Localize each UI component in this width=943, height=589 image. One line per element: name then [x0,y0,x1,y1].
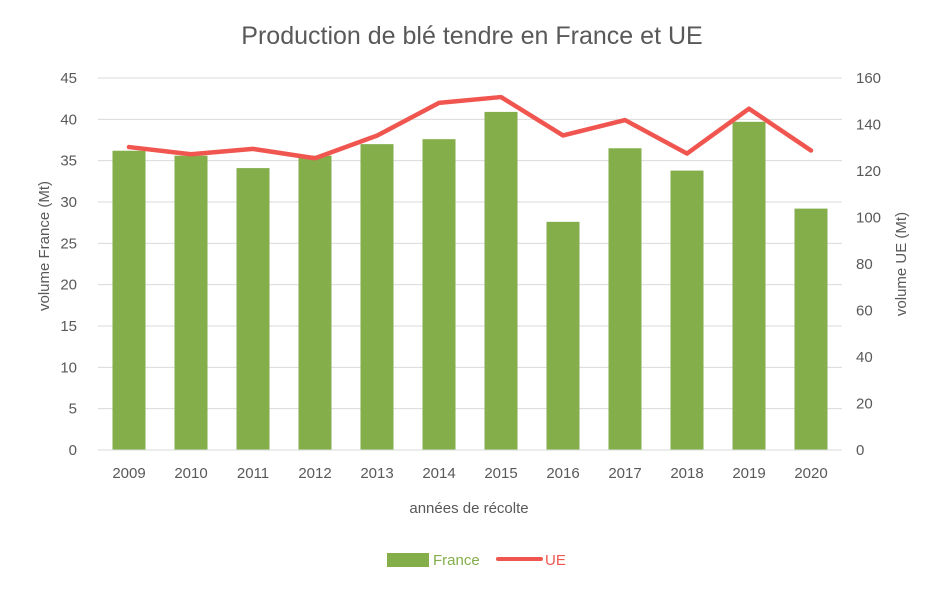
right-tick-label: 100 [856,210,881,227]
labels: Production de blé tendre en France et UE… [36,22,910,517]
right-tick-label: 140 [856,117,881,134]
bar-series-france [112,111,828,451]
right-tick-label: 0 [856,442,864,459]
bar-france-2020 [794,208,828,450]
axes: 0 5 10 15 20 25 30 35 40 45 0 20 40 60 80 100 120 140 160 2… [60,70,881,482]
left-tick-label: 30 [60,194,77,211]
x-tick-label: 2020 [794,465,827,482]
right-tick-label: 160 [856,70,881,87]
x-tick-label: 2016 [546,465,579,482]
bar-france-2018 [670,170,704,450]
line-series-ue [126,94,814,161]
legend-france-label: France [433,552,480,569]
x-tick-label: 2019 [732,465,765,482]
chart-title: Production de blé tendre en France et UE [241,22,702,50]
x-tick-label: 2017 [608,465,641,482]
bar-france-2010 [174,155,208,450]
legend-ue-label: UE [545,552,566,569]
bar-france-2016 [546,221,580,450]
left-tick-label: 25 [60,235,77,252]
right-tick-label: 80 [856,256,873,273]
x-tick-label: 2015 [484,465,517,482]
left-tick-label: 35 [60,153,77,170]
gridlines [98,77,842,451]
left-tick-label: 45 [60,70,77,87]
x-tick-label: 2009 [112,465,145,482]
x-tick-label: 2014 [422,465,455,482]
left-tick-label: 20 [60,277,77,294]
right-tick-label: 40 [856,349,873,366]
left-axis-label: volume France (Mt) [36,181,53,311]
x-tick-label: 2011 [237,465,269,482]
x-axis-label: années de récolte [409,500,528,517]
right-tick-label: 120 [856,163,881,180]
x-tick-label: 2018 [670,465,703,482]
x-tick-label: 2010 [174,465,207,482]
left-tick-label: 10 [60,359,77,376]
bar-france-2012 [298,155,332,450]
left-tick-label: 40 [60,111,77,128]
legend: France UE [387,552,566,569]
legend-france-swatch [387,553,429,567]
bar-france-2014 [422,139,456,450]
bar-france-2019 [732,121,766,451]
bar-france-2013 [360,144,394,450]
bar-france-2015 [484,111,518,450]
left-tick-label: 0 [69,442,77,459]
right-tick-label: 60 [856,303,873,320]
bar-france-2009 [112,150,146,450]
right-tick-label: 20 [856,396,873,413]
x-tick-label: 2012 [298,465,331,482]
left-tick-label: 15 [60,318,77,335]
line-ue [126,94,814,161]
x-tick-label: 2013 [360,465,393,482]
left-tick-label: 5 [69,401,77,418]
right-axis-label: volume UE (Mt) [893,212,910,316]
bar-france-2017 [608,148,642,450]
bar-france-2011 [236,168,270,450]
